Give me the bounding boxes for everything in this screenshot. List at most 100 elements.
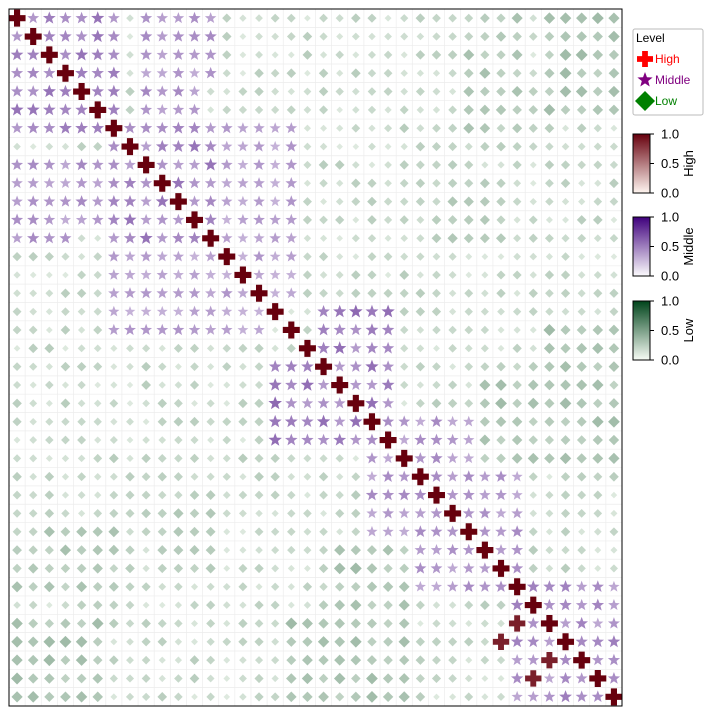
cell-low-35-27	[448, 655, 457, 665]
cell-middle-20-17	[285, 378, 298, 391]
cell-middle-14-15	[253, 269, 265, 280]
cell-low-26-12	[205, 490, 216, 500]
cell-low-12-30	[495, 233, 507, 244]
cell-middle-10-6	[107, 194, 121, 207]
cell-low-13-19	[318, 252, 329, 262]
cell-low-6-36	[593, 124, 602, 133]
cell-low-9-26	[432, 179, 441, 188]
cell-low-33-24	[398, 618, 410, 629]
cell-middle-9-14	[237, 177, 249, 189]
cell-middle-37-31	[511, 690, 523, 702]
cell-middle-15-14	[237, 287, 249, 299]
cell-low-5-22	[367, 105, 377, 115]
cell-low-12-22	[367, 234, 377, 243]
cell-middle-25-22	[366, 470, 378, 482]
cell-low-34-23	[383, 636, 393, 647]
cell-low-21-31	[512, 398, 522, 409]
cell-low-1-15	[255, 32, 263, 41]
cell-low-7-29	[480, 141, 490, 152]
cell-low-19-24	[400, 362, 409, 371]
cell-low-9-21	[351, 178, 361, 189]
cell-middle-23-26	[430, 433, 443, 446]
cell-low-11-19	[319, 215, 328, 225]
cell-low-17-0	[12, 325, 22, 335]
cell-low-22-15	[254, 417, 264, 427]
cell-low-35-24	[399, 655, 410, 666]
cell-middle-2-11	[188, 48, 201, 60]
cell-middle-4-8	[139, 85, 153, 97]
cell-low-5-24	[399, 105, 409, 115]
cell-low-35-28	[465, 656, 473, 664]
cell-low-21-13	[223, 400, 231, 407]
cell-low-23-37	[608, 434, 620, 446]
cell-low-5-25	[416, 106, 425, 114]
cell-low-35-17	[286, 655, 297, 666]
cell-middle-3-0	[10, 66, 24, 79]
cell-low-29-14	[239, 546, 247, 554]
cell-low-37-22	[366, 690, 378, 703]
cell-low-32-8	[142, 601, 150, 609]
cell-low-33-30	[497, 619, 505, 628]
cell-middle-13-16	[269, 250, 281, 262]
cell-high-34-30	[492, 633, 510, 650]
cell-low-10-34	[561, 197, 570, 206]
cell-low-0-21	[351, 13, 361, 23]
cell-low-27-34	[561, 508, 571, 518]
cell-low-13-21	[352, 253, 360, 260]
cell-middle-37-33	[543, 690, 556, 702]
cell-low-2-35	[575, 48, 588, 61]
cell-middle-0-9	[156, 12, 169, 24]
cell-low-37-21	[350, 691, 362, 703]
cell-low-0-31	[511, 12, 523, 24]
cell-low-28-15	[254, 527, 264, 537]
cell-low-28-34	[560, 527, 571, 537]
cell-low-32-24	[398, 599, 410, 611]
cell-low-10-21	[351, 197, 361, 207]
cell-low-22-33	[544, 416, 555, 427]
cell-low-30-19	[318, 563, 329, 574]
cell-low-7-21	[352, 143, 360, 150]
cell-middle-3-6	[107, 66, 121, 79]
cell-low-0-7	[126, 14, 134, 22]
cell-low-33-20	[334, 618, 345, 629]
cell-low-4-31	[511, 86, 523, 98]
cell-middle-31-28	[462, 580, 475, 593]
cell-low-22-12	[206, 417, 215, 426]
cell-low-20-5	[94, 381, 102, 389]
cell-low-31-23	[382, 581, 394, 592]
cell-low-0-33	[543, 12, 556, 24]
cell-low-35-3	[60, 655, 71, 666]
cell-low-24-19	[319, 454, 328, 463]
cell-low-12-25	[416, 234, 425, 243]
cell-low-36-15	[254, 673, 264, 684]
cell-low-32-27	[448, 601, 457, 609]
cell-middle-5-8	[140, 103, 153, 115]
cell-middle-19-16	[268, 360, 282, 373]
cell-middle-10-14	[237, 195, 249, 207]
cell-middle-33-35	[575, 616, 588, 629]
cell-low-36-29	[481, 675, 489, 682]
cell-high-8-8	[137, 156, 155, 174]
cell-middle-36-37	[607, 672, 621, 684]
cell-low-14-31	[512, 270, 522, 280]
cell-low-5-17	[286, 105, 296, 115]
cell-low-27-7	[125, 508, 135, 518]
colorbar-low-label: Low	[681, 318, 696, 342]
cell-middle-37-32	[527, 690, 540, 702]
cell-low-37-14	[239, 693, 247, 701]
cell-middle-18-23	[381, 341, 395, 354]
cell-low-37-2	[44, 691, 55, 702]
cell-middle-27-28	[462, 507, 475, 519]
cell-low-11-24	[399, 215, 409, 225]
cell-low-3-25	[416, 69, 424, 77]
cell-high-7-7	[121, 138, 139, 156]
cell-low-19-7	[126, 362, 134, 371]
cell-low-36-10	[174, 674, 183, 683]
cell-middle-12-6	[107, 232, 120, 244]
cell-low-13-22	[367, 252, 377, 262]
cell-middle-17-7	[124, 323, 136, 336]
cell-middle-0-3	[59, 11, 72, 24]
cell-low-8-29	[481, 161, 489, 169]
cell-low-33-8	[141, 618, 151, 629]
cell-low-26-17	[287, 490, 296, 500]
